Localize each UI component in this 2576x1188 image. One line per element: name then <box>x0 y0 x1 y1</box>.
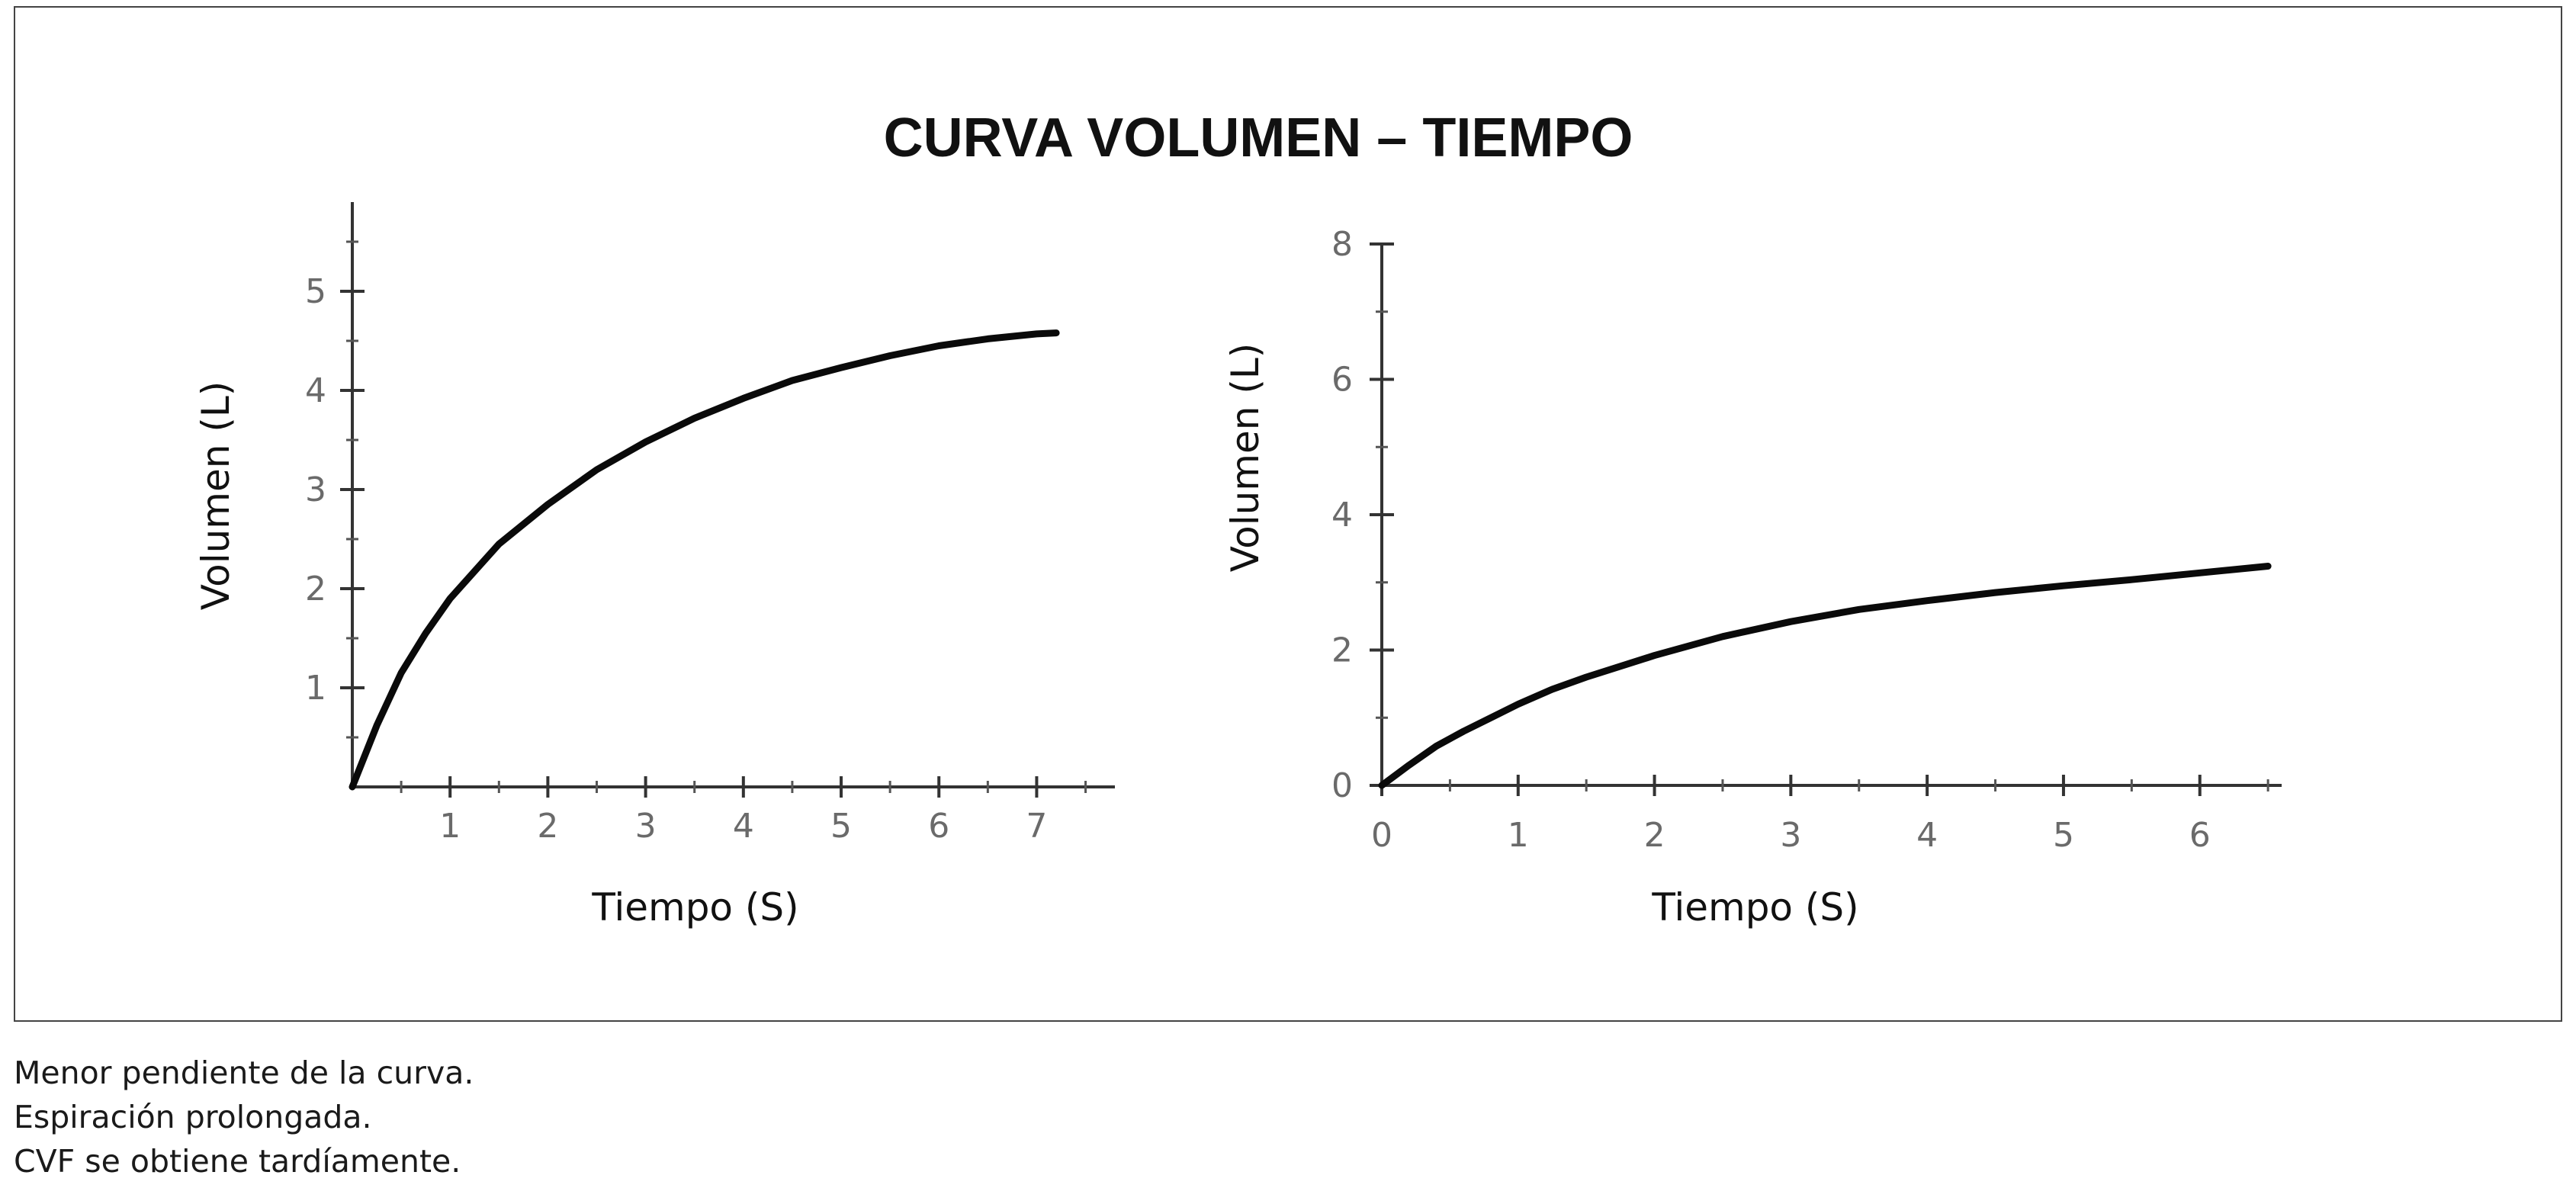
x-tick-label: 0 <box>1371 816 1392 855</box>
x-axis-label: Tiempo (S) <box>591 885 798 930</box>
y-tick-label: 4 <box>305 371 326 410</box>
y-tick-label: 5 <box>305 272 326 311</box>
figure-title: CURVA VOLUMEN – TIEMPO <box>883 108 1633 169</box>
notes: Menor pendiente de la curva. Espiración … <box>14 1051 474 1183</box>
x-tick-label: 3 <box>635 807 657 846</box>
chart-right: 0 1 2 3 4 5 6 0 2 4 6 8 Tiempo (S) Volumen (L) <box>1223 225 2282 930</box>
x-tick-label: 6 <box>2189 816 2211 855</box>
note-line: Espiración prolongada. <box>14 1099 372 1135</box>
x-tick-label: 2 <box>537 807 558 846</box>
x-tick-label: 6 <box>928 807 949 846</box>
chart-left: 1 2 3 4 5 6 7 1 2 3 4 5 Tiempo (S) Volumen (L) <box>194 202 1115 930</box>
x-tick-label: 1 <box>439 807 461 846</box>
x-tick-label: 2 <box>1644 816 1665 855</box>
y-tick-label: 2 <box>1331 631 1353 670</box>
y-axis-label: Volumen (L) <box>1223 343 1267 572</box>
y-axis-label: Volumen (L) <box>194 381 238 610</box>
x-tick-label: 3 <box>1780 816 1801 855</box>
note-line: CVF se obtiene tardíamente. <box>14 1143 461 1180</box>
figure-frame <box>14 6 2562 1022</box>
x-tick-label: 5 <box>2053 816 2074 855</box>
series-line <box>1378 563 2272 789</box>
x-tick-label: 1 <box>1508 816 1529 855</box>
y-tick-label: 8 <box>1331 225 1353 264</box>
series-line <box>348 329 1060 791</box>
x-tick-label: 4 <box>1916 816 1938 855</box>
y-tick-label: 2 <box>305 570 326 608</box>
y-tick-label: 6 <box>1331 361 1353 400</box>
x-tick-label: 5 <box>830 807 852 846</box>
y-tick-label: 3 <box>305 470 326 509</box>
note-line: Menor pendiente de la curva. <box>14 1055 474 1091</box>
y-tick-label: 0 <box>1331 766 1353 805</box>
y-tick-label: 4 <box>1331 496 1353 535</box>
x-axis-label: Tiempo (S) <box>1651 885 1858 930</box>
x-tick-label: 4 <box>733 807 754 846</box>
x-tick-label: 7 <box>1026 807 1047 846</box>
y-tick-label: 1 <box>305 669 326 708</box>
